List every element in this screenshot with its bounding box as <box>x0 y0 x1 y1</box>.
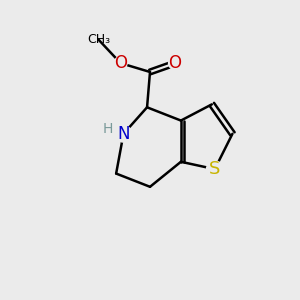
Text: CH₃: CH₃ <box>87 33 110 46</box>
Text: H: H <box>103 122 113 136</box>
Circle shape <box>115 126 132 142</box>
Circle shape <box>206 161 223 177</box>
Circle shape <box>114 57 127 70</box>
Circle shape <box>169 57 182 70</box>
Text: O: O <box>114 54 127 72</box>
Text: O: O <box>169 54 182 72</box>
Text: S: S <box>209 160 220 178</box>
Text: N: N <box>117 125 130 143</box>
